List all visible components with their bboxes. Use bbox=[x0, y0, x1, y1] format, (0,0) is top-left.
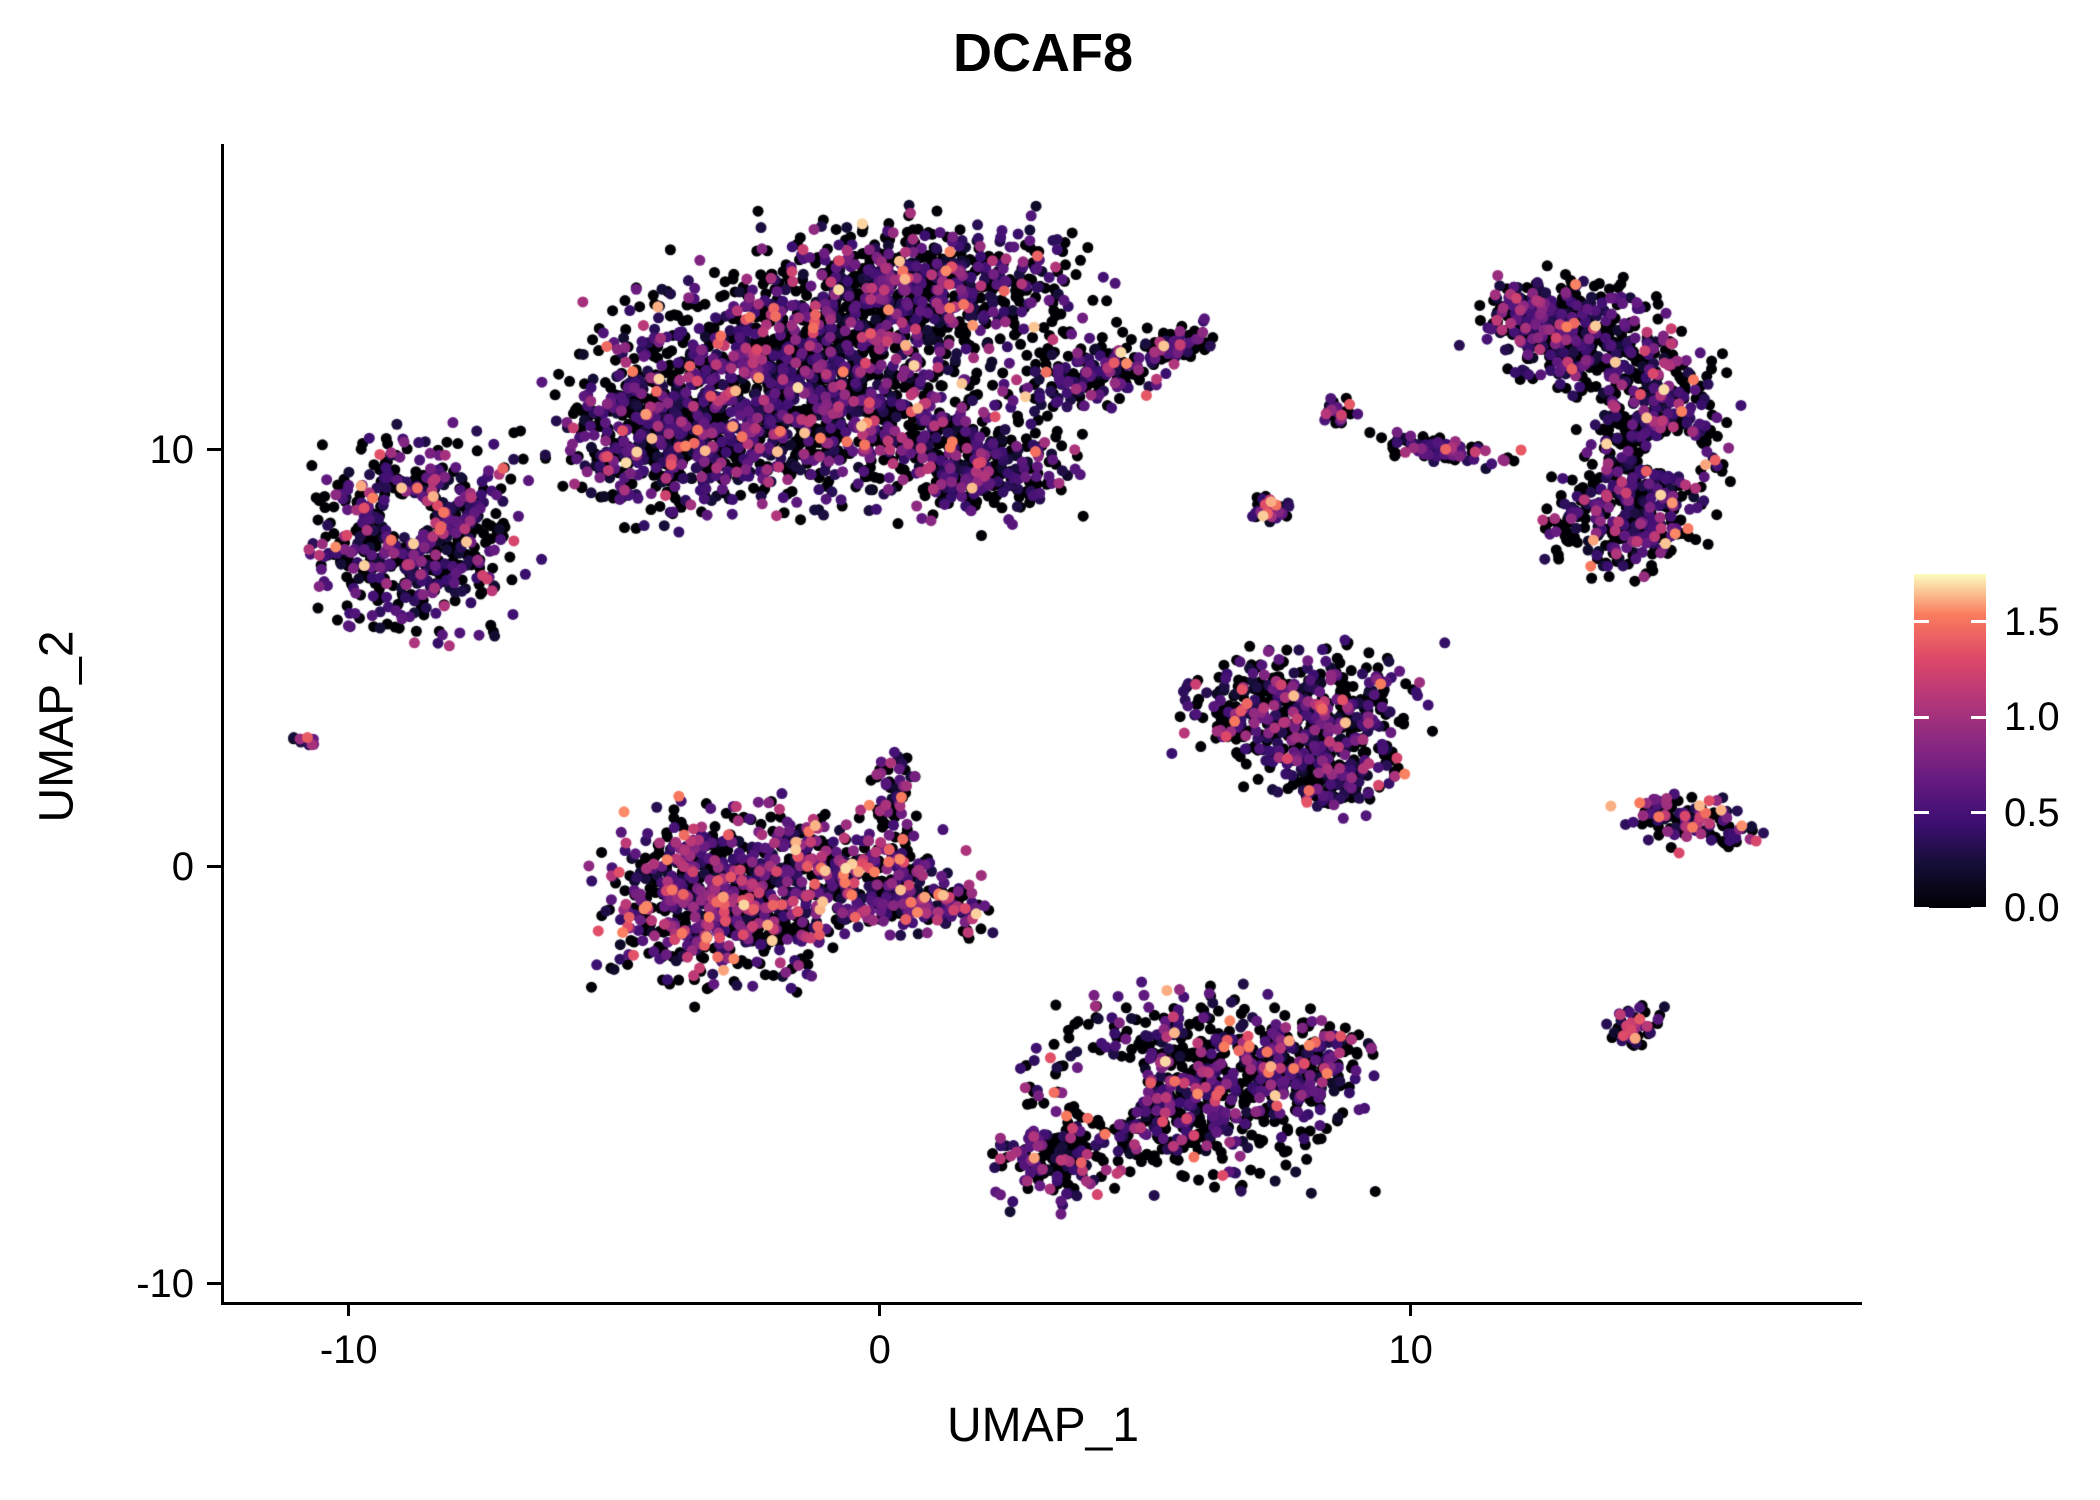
x-tick-mark bbox=[1409, 1302, 1413, 1316]
x-tick-mark bbox=[347, 1302, 351, 1316]
x-axis-title: UMAP_1 bbox=[946, 1399, 1140, 1452]
x-tick-label: 0 bbox=[868, 1328, 891, 1372]
x-tick-label: -10 bbox=[319, 1328, 378, 1372]
x-tick-mark bbox=[878, 1302, 882, 1316]
y-tick-mark bbox=[207, 1282, 221, 1286]
colorbar-tick-label: 0.0 bbox=[2004, 886, 2060, 930]
y-tick-mark bbox=[207, 865, 221, 869]
y-tick-mark bbox=[207, 448, 221, 452]
y-tick-label: 0 bbox=[171, 844, 194, 889]
colorbar-tick-mark bbox=[1971, 715, 1986, 719]
colorbar-tick-label: 0.5 bbox=[2004, 790, 2060, 835]
colorbar-tick-mark bbox=[1914, 811, 1929, 815]
y-tick-label: 10 bbox=[149, 427, 195, 472]
colorbar-tick-mark bbox=[1914, 620, 1929, 624]
colorbar-legend bbox=[1914, 574, 1986, 908]
colorbar-tick-label: 1.0 bbox=[2004, 695, 2060, 740]
colorbar-tick-mark bbox=[1914, 906, 1929, 910]
plot-title: DCAF8 bbox=[952, 23, 1133, 83]
colorbar-tick-mark bbox=[1971, 906, 1986, 910]
y-tick-label: -10 bbox=[136, 1261, 194, 1306]
colorbar-tick-label: 1.5 bbox=[2004, 599, 2060, 644]
colorbar-tick-mark bbox=[1971, 620, 1986, 624]
x-tick-label: 10 bbox=[1388, 1328, 1433, 1372]
x-axis-line bbox=[221, 1302, 1862, 1305]
colorbar-tick-mark bbox=[1914, 715, 1929, 719]
y-axis-line bbox=[221, 144, 224, 1305]
colorbar-tick-mark bbox=[1971, 811, 1986, 815]
